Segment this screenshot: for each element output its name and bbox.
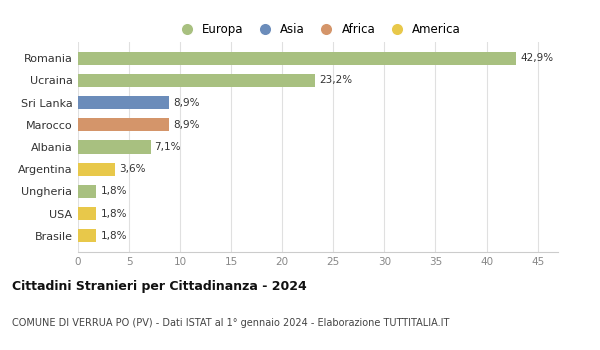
Text: COMUNE DI VERRUA PO (PV) - Dati ISTAT al 1° gennaio 2024 - Elaborazione TUTTITAL: COMUNE DI VERRUA PO (PV) - Dati ISTAT al… <box>12 318 449 329</box>
Bar <box>78 207 97 220</box>
Text: 1,8%: 1,8% <box>100 231 127 241</box>
Bar <box>78 162 115 176</box>
Text: 8,9%: 8,9% <box>173 120 199 130</box>
Text: 23,2%: 23,2% <box>319 75 352 85</box>
Text: 42,9%: 42,9% <box>520 53 553 63</box>
Bar <box>78 229 97 243</box>
Bar <box>78 51 516 65</box>
Legend: Europa, Asia, Africa, America: Europa, Asia, Africa, America <box>173 21 463 38</box>
Text: 8,9%: 8,9% <box>173 98 199 107</box>
Bar <box>78 118 169 132</box>
Bar <box>78 140 151 154</box>
Text: Cittadini Stranieri per Cittadinanza - 2024: Cittadini Stranieri per Cittadinanza - 2… <box>12 280 307 293</box>
Bar <box>78 96 169 109</box>
Text: 1,8%: 1,8% <box>100 187 127 196</box>
Bar <box>78 74 315 87</box>
Text: 3,6%: 3,6% <box>119 164 145 174</box>
Text: 1,8%: 1,8% <box>100 209 127 219</box>
Bar <box>78 185 97 198</box>
Text: 7,1%: 7,1% <box>155 142 181 152</box>
